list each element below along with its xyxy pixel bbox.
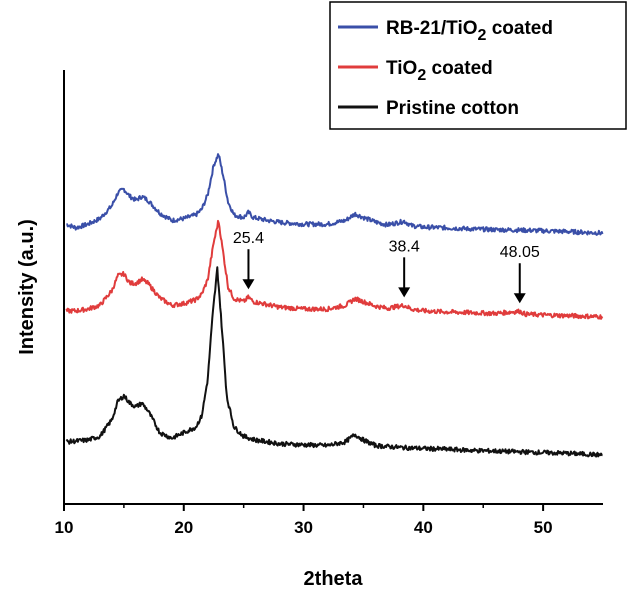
x-tick-label-10: 10 (55, 518, 74, 537)
y-axis-title: Intensity (a.u.) (16, 219, 38, 355)
legend: RB-21/TiO2 coated TiO2 coated Pristine cot… (329, 1, 627, 130)
series-line-2 (65, 219, 604, 320)
x-ticks: 10 20 30 40 50 (55, 504, 553, 537)
annotation-label-3: 48.05 (500, 244, 540, 261)
annotation-arrow-head-1 (242, 279, 255, 290)
x-tick-label-20: 20 (174, 518, 193, 537)
series-line-1 (66, 153, 604, 236)
annotation-arrow-head-3 (513, 293, 526, 304)
legend-label-3: Pristine cotton (386, 98, 519, 119)
x-axis-title: 2theta (304, 568, 364, 589)
x-tick-label-40: 40 (414, 518, 433, 537)
annotation-arrow-head-2 (398, 287, 411, 298)
annotation-label-2: 38.4 (389, 238, 420, 255)
series-line-3 (65, 266, 603, 458)
series-layer (65, 153, 604, 458)
x-tick-label-50: 50 (534, 518, 553, 537)
axes (63, 70, 603, 505)
legend-label-1: RB-21/TiO2 coated (386, 18, 553, 44)
annotations: 25.4 38.4 48.05 (233, 230, 540, 304)
legend-label-2: TiO2 coated (386, 58, 493, 84)
legend-box (329, 1, 627, 130)
x-tick-label-30: 30 (294, 518, 313, 537)
annotation-label-1: 25.4 (233, 230, 264, 247)
